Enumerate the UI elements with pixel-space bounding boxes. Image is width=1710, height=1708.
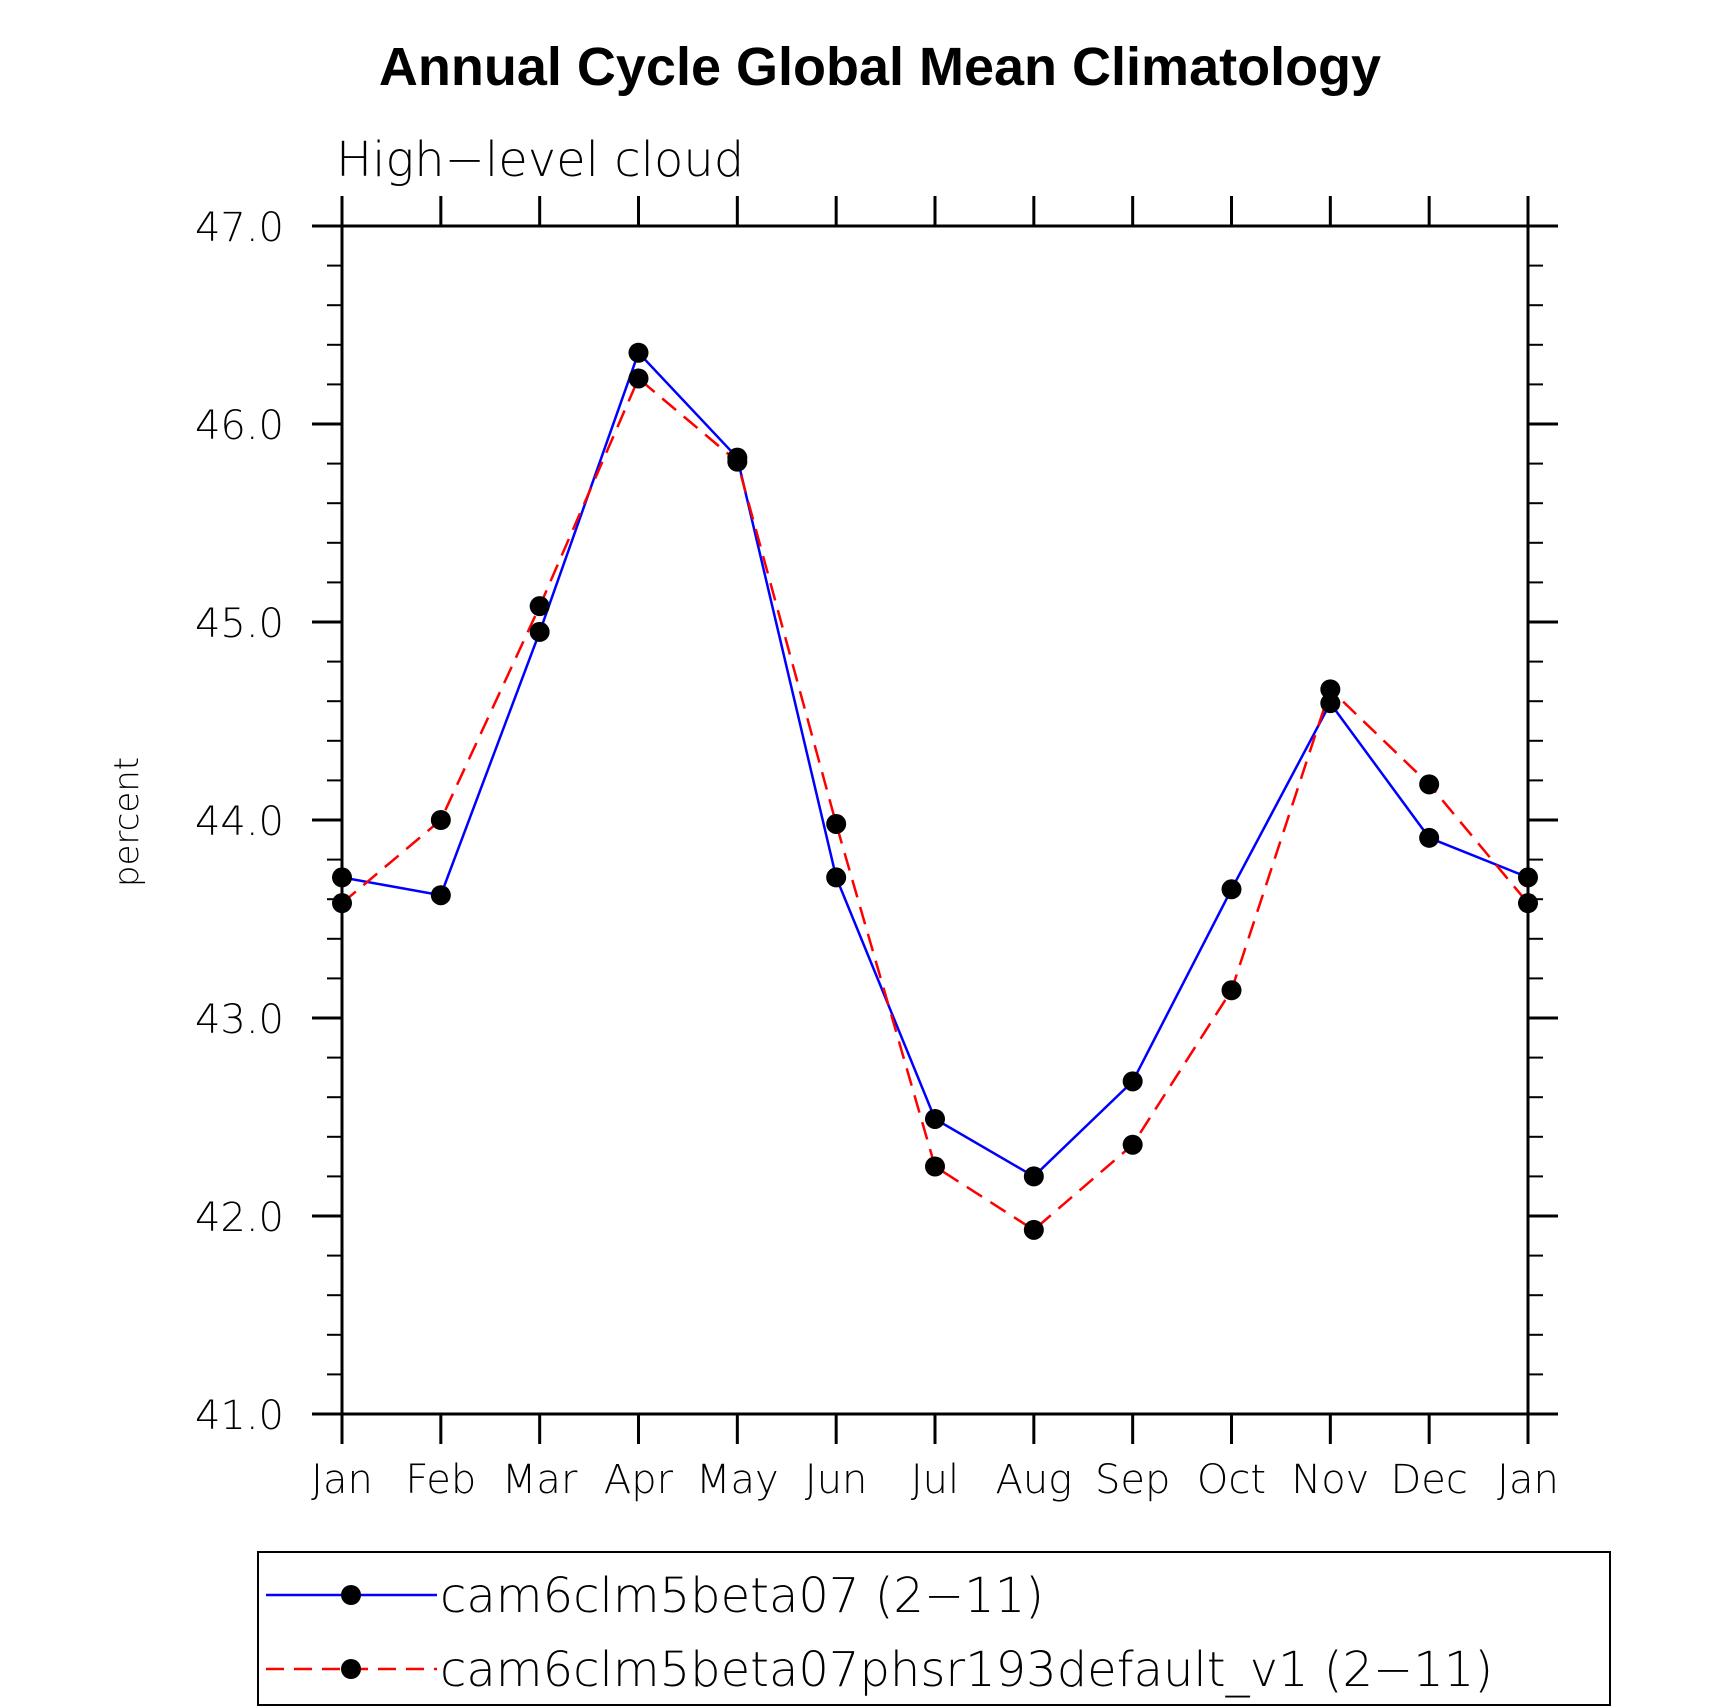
y-tick-label: 44.0 [195, 799, 284, 845]
x-tick-label: Mar [502, 1457, 578, 1503]
series-1-point [1023, 1166, 1044, 1187]
chart-title: Annual Cycle Global Mean Climatology [379, 37, 1381, 97]
x-tick-label: Jul [911, 1457, 959, 1503]
y-tick-label: 42.0 [195, 1195, 284, 1241]
series-layer [332, 342, 1538, 1240]
plot-frame [340, 224, 1530, 1416]
axes-layer: Jan Feb Mar Apr May Jun Jul Aug Sep Oct Nov Dec Jan 4… [195, 196, 1559, 1503]
legend: cam6clm5beta07 (2−11) cam6clm5beta07phsr1… [257, 1551, 1611, 1706]
x-tick-label: Aug [995, 1457, 1072, 1503]
y-tick-label: 43.0 [195, 997, 284, 1043]
series-1-point [628, 342, 649, 363]
legend-marker-1 [341, 1585, 361, 1605]
y-tick-label: 47.0 [195, 205, 284, 251]
series-2-point [1023, 1219, 1044, 1240]
series-line-1 [341, 350, 1529, 1178]
series-2-point [628, 368, 649, 389]
y-tick-label: 45.0 [195, 601, 284, 647]
series-2-point [1122, 1134, 1143, 1155]
x-tick-label: Dec [1390, 1457, 1467, 1503]
series-2-point [1320, 679, 1341, 700]
series-2-point [826, 813, 847, 834]
series-2-point [727, 451, 748, 472]
x-tick-label: Feb [405, 1457, 476, 1503]
x-tick-label: Jan [311, 1457, 373, 1503]
x-tick-label: Apr [604, 1457, 674, 1503]
x-tick-label: Oct [1197, 1457, 1266, 1503]
series-1-point [1518, 867, 1538, 888]
series-1-point [826, 867, 847, 888]
x-tick-label: May [696, 1457, 779, 1503]
legend-box [257, 1551, 1611, 1706]
series-2-point [1221, 980, 1242, 1001]
series-1-point [1221, 879, 1242, 900]
series-line-2 [341, 376, 1529, 1232]
series-1-point [529, 621, 550, 642]
series-1-point [1419, 827, 1440, 848]
series-2-point [1518, 893, 1538, 914]
y-tick-label: 46.0 [195, 403, 284, 449]
series-2-point [332, 893, 352, 914]
series-1-point [1122, 1071, 1143, 1092]
y-tick-label: 41.0 [195, 1393, 284, 1439]
series-2-point [529, 596, 550, 617]
series-1-point [1320, 693, 1341, 714]
series-2-point [925, 1156, 945, 1177]
x-tick-label: Jun [805, 1457, 868, 1503]
legend-label-2: cam6clm5beta07phsr193default_v1 (2−11) [440, 1642, 1493, 1698]
chart-subtitle: High−level cloud [336, 132, 744, 188]
x-tick-label: Sep [1095, 1457, 1170, 1503]
series-2-point [430, 810, 451, 830]
y-axis-label: percent [107, 757, 147, 887]
series-2-point [1419, 774, 1440, 795]
x-tick-label: Jan [1497, 1457, 1559, 1503]
x-tick-label: Nov [1291, 1457, 1369, 1503]
legend-marker-2 [341, 1659, 361, 1679]
series-1-point [925, 1108, 945, 1129]
series-1-point [430, 885, 451, 906]
series-1-point [332, 867, 352, 888]
legend-label-1: cam6clm5beta07 (2−11) [440, 1568, 1044, 1624]
